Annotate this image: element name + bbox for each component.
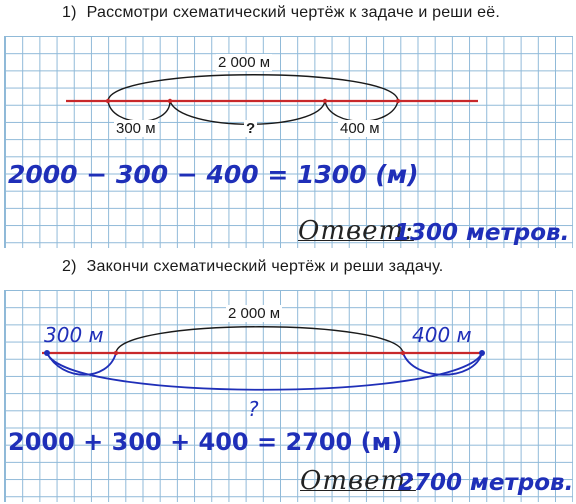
task-2-point-a — [44, 350, 50, 356]
task-2-text: Закончи схематический чертёж и реши зада… — [86, 258, 444, 275]
task-1-left-label: 300 м — [114, 120, 158, 137]
task-2-heading: 2) Закончи схематический чертёж и реши за… — [62, 258, 443, 276]
task-1-right-label: 400 м — [338, 120, 382, 137]
task-2-number: 2) — [62, 258, 77, 275]
task-2-equation: 2000 + 300 + 400 = 2700 (м) — [8, 428, 403, 456]
task-1-total-label: 2 000 м — [216, 54, 273, 71]
task-1-point-b — [167, 98, 173, 104]
task-2-point-d — [479, 350, 485, 356]
task-2-total-arc — [115, 326, 404, 354]
task-1-middle-label: ? — [244, 120, 258, 137]
task-2-point-b — [113, 350, 119, 356]
task-1-text: Рассмотри схематический чертёж к задаче … — [86, 4, 500, 21]
task-1-point-a — [105, 98, 111, 104]
task-2-answer-value: 2700 метров. — [398, 470, 574, 496]
task-1-point-c — [322, 98, 328, 104]
task-1-total-arc — [107, 74, 399, 102]
task-2-point-c — [400, 350, 406, 356]
task-1-heading: 1) Рассмотри схематический чертёж к задач… — [62, 4, 500, 22]
task-2-total-label: 2 000 м — [226, 305, 283, 322]
grid-paper-2 — [4, 290, 573, 502]
task-2-answer-word: Ответ: — [300, 466, 416, 496]
task-1-right-arc — [324, 100, 399, 122]
task-1-answer-word: Ответ: — [298, 216, 414, 246]
task-2-bottom-arc — [46, 352, 483, 391]
task-1-left-arc — [107, 100, 171, 122]
task-2-left-label: 300 м — [44, 323, 104, 347]
task-1-answer-value: 1300 метров. — [394, 220, 570, 246]
task-2-right-arc — [402, 352, 483, 376]
task-2-diagram — [42, 326, 485, 391]
task-1-point-d — [395, 98, 401, 104]
grid-paper-1 — [4, 36, 573, 248]
task-1-diagram — [66, 74, 478, 125]
task-2-right-label: 400 м — [412, 323, 472, 347]
task-2-bottom-label: ? — [248, 397, 259, 421]
task-1-equation: 2000 − 300 − 400 = 1300 (м) — [8, 160, 419, 189]
task-1-number: 1) — [62, 4, 77, 21]
